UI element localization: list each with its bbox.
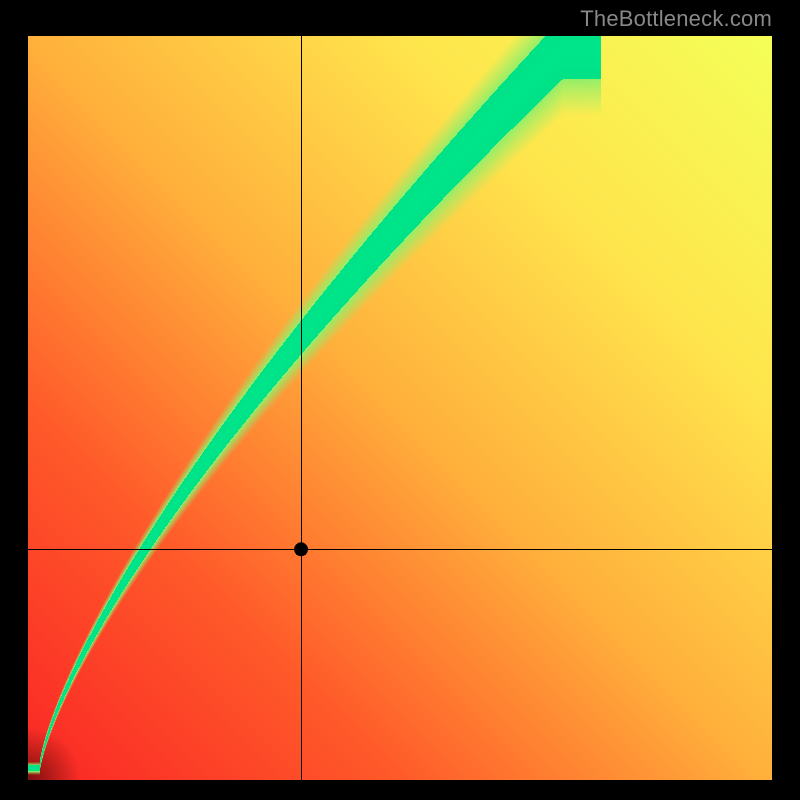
figure-root: TheBottleneck.com bbox=[0, 0, 800, 800]
plot-area bbox=[28, 36, 772, 780]
heatmap-canvas bbox=[28, 36, 772, 780]
watermark-text: TheBottleneck.com bbox=[580, 6, 772, 32]
